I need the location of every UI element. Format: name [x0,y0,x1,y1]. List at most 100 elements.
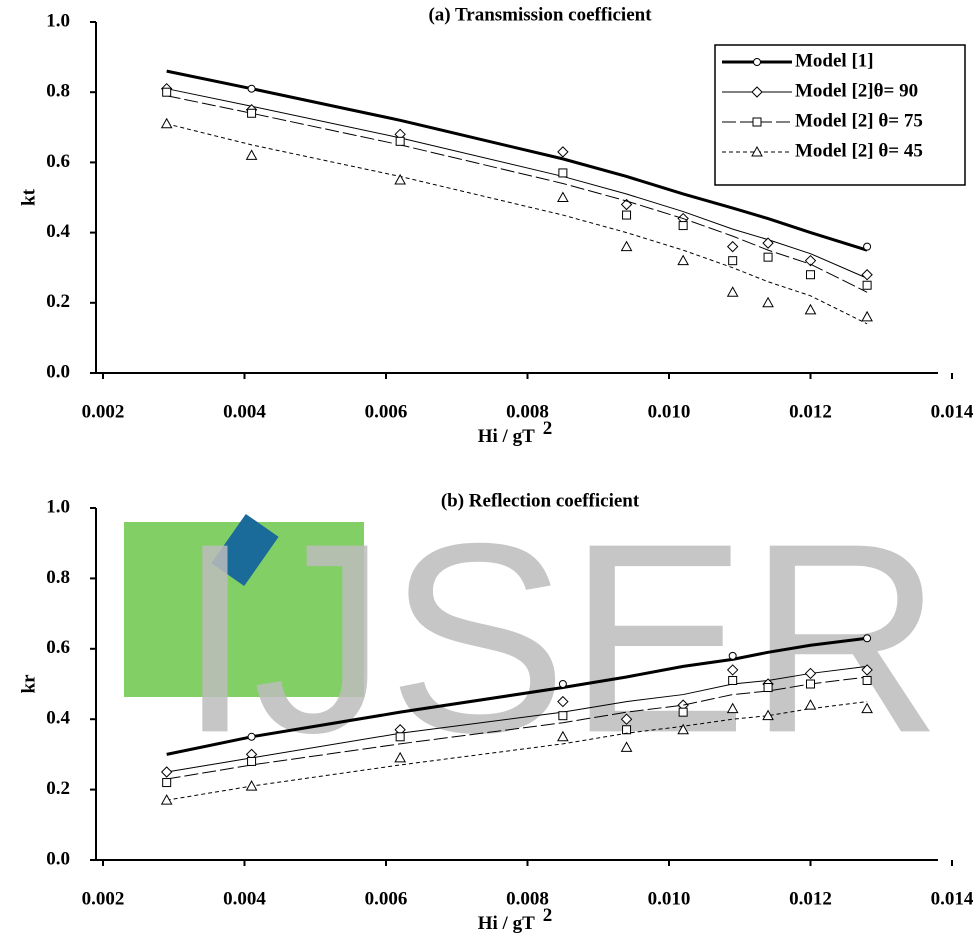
marker [804,303,817,315]
x-tick-label: 0.002 [82,888,125,909]
marker [160,117,173,129]
y-tick-label: 1.0 [46,496,70,517]
marker [804,699,817,710]
x-tick-label: 0.010 [648,401,691,422]
marker [558,680,567,688]
marker [762,709,774,721]
marker [861,702,873,714]
marker [557,146,569,158]
marker [728,651,737,660]
y-tick-label: 0.8 [46,81,70,102]
marker [395,136,405,146]
marker [728,675,738,685]
marker [862,675,872,685]
marker [762,237,774,249]
marker [558,711,568,721]
x-tick-label: 0.006 [365,888,408,909]
marker [620,240,633,252]
series-line [166,95,868,293]
chart-title: (a) Transmission coefficient [428,4,652,25]
marker [861,310,873,322]
marker [245,780,258,791]
y-tick-label: 0.8 [46,567,70,588]
x-axis-label-superscript: 2 [543,905,553,926]
legend-box [714,44,966,186]
marker [763,252,773,262]
x-axis-label: Hi / gT 2 [478,905,553,934]
y-axis-label: kt [18,188,39,206]
y-tick-label: 0.4 [46,708,70,729]
marker [752,117,762,127]
marker [394,751,406,763]
x-tick-label: 0.010 [648,888,691,909]
y-tick-label: 0.4 [46,221,70,242]
y-axis-label: kr [18,674,39,694]
x-axis-label-superscript: 2 [543,418,553,439]
marker [622,725,632,735]
marker [678,221,688,231]
marker [804,667,817,680]
y-tick-label: 0.6 [46,151,70,172]
marker [861,269,873,281]
marker [862,280,872,290]
marker [677,254,689,266]
marker [622,210,632,220]
marker [726,664,739,676]
marker [726,240,739,253]
marker [726,286,739,297]
x-tick-label: 0.012 [789,401,832,422]
x-axis-label-text: Hi / gT [478,426,535,447]
marker [395,732,405,742]
series-line [166,665,868,773]
marker [245,149,258,160]
marker [751,145,763,157]
marker [160,794,173,805]
marker [247,84,256,93]
x-tick-label: 0.006 [365,401,408,422]
marker [247,108,257,118]
x-tick-label: 0.012 [789,888,832,909]
marker [753,58,761,66]
y-tick-label: 0.0 [46,361,70,382]
marker [394,173,406,185]
x-tick-label: 0.004 [223,888,266,909]
legend-label: Model [2] θ= 75 [795,110,923,131]
chart-title: (b) Reflection coefficient [441,490,640,511]
watermark-image [211,513,279,587]
marker [162,778,172,788]
marker [160,766,173,778]
legend-label: Model [2]θ= 90 [795,80,918,101]
y-tick-label: 0.2 [46,291,70,312]
marker [247,756,257,766]
x-axis-label-text: Hi / gT [478,913,535,934]
marker [751,86,763,98]
series-line [166,123,868,325]
marker [558,168,568,178]
x-axis-label: Hi / gT 2 [478,418,553,447]
marker [557,191,569,202]
watermark: IJSER [177,488,942,789]
x-tick-label: 0.002 [82,401,125,422]
y-tick-label: 1.0 [46,10,70,31]
marker [806,270,815,280]
marker [861,664,873,676]
series-line [166,69,868,252]
series-line [166,676,868,780]
x-tick-label: 0.008 [506,888,549,909]
y-tick-label: 0.0 [46,848,70,869]
x-tick-label: 0.014 [931,401,974,422]
marker [806,679,815,689]
y-tick-label: 0.6 [46,637,70,658]
marker [162,87,172,97]
y-tick-label: 0.2 [46,778,70,799]
x-tick-label: 0.014 [931,888,974,909]
series-line [166,701,868,801]
legend-label: Model [2] θ= 45 [795,140,923,161]
marker [763,683,773,693]
marker [863,634,872,643]
marker [247,732,256,741]
marker [726,702,739,714]
marker [678,707,688,717]
marker [557,730,569,742]
